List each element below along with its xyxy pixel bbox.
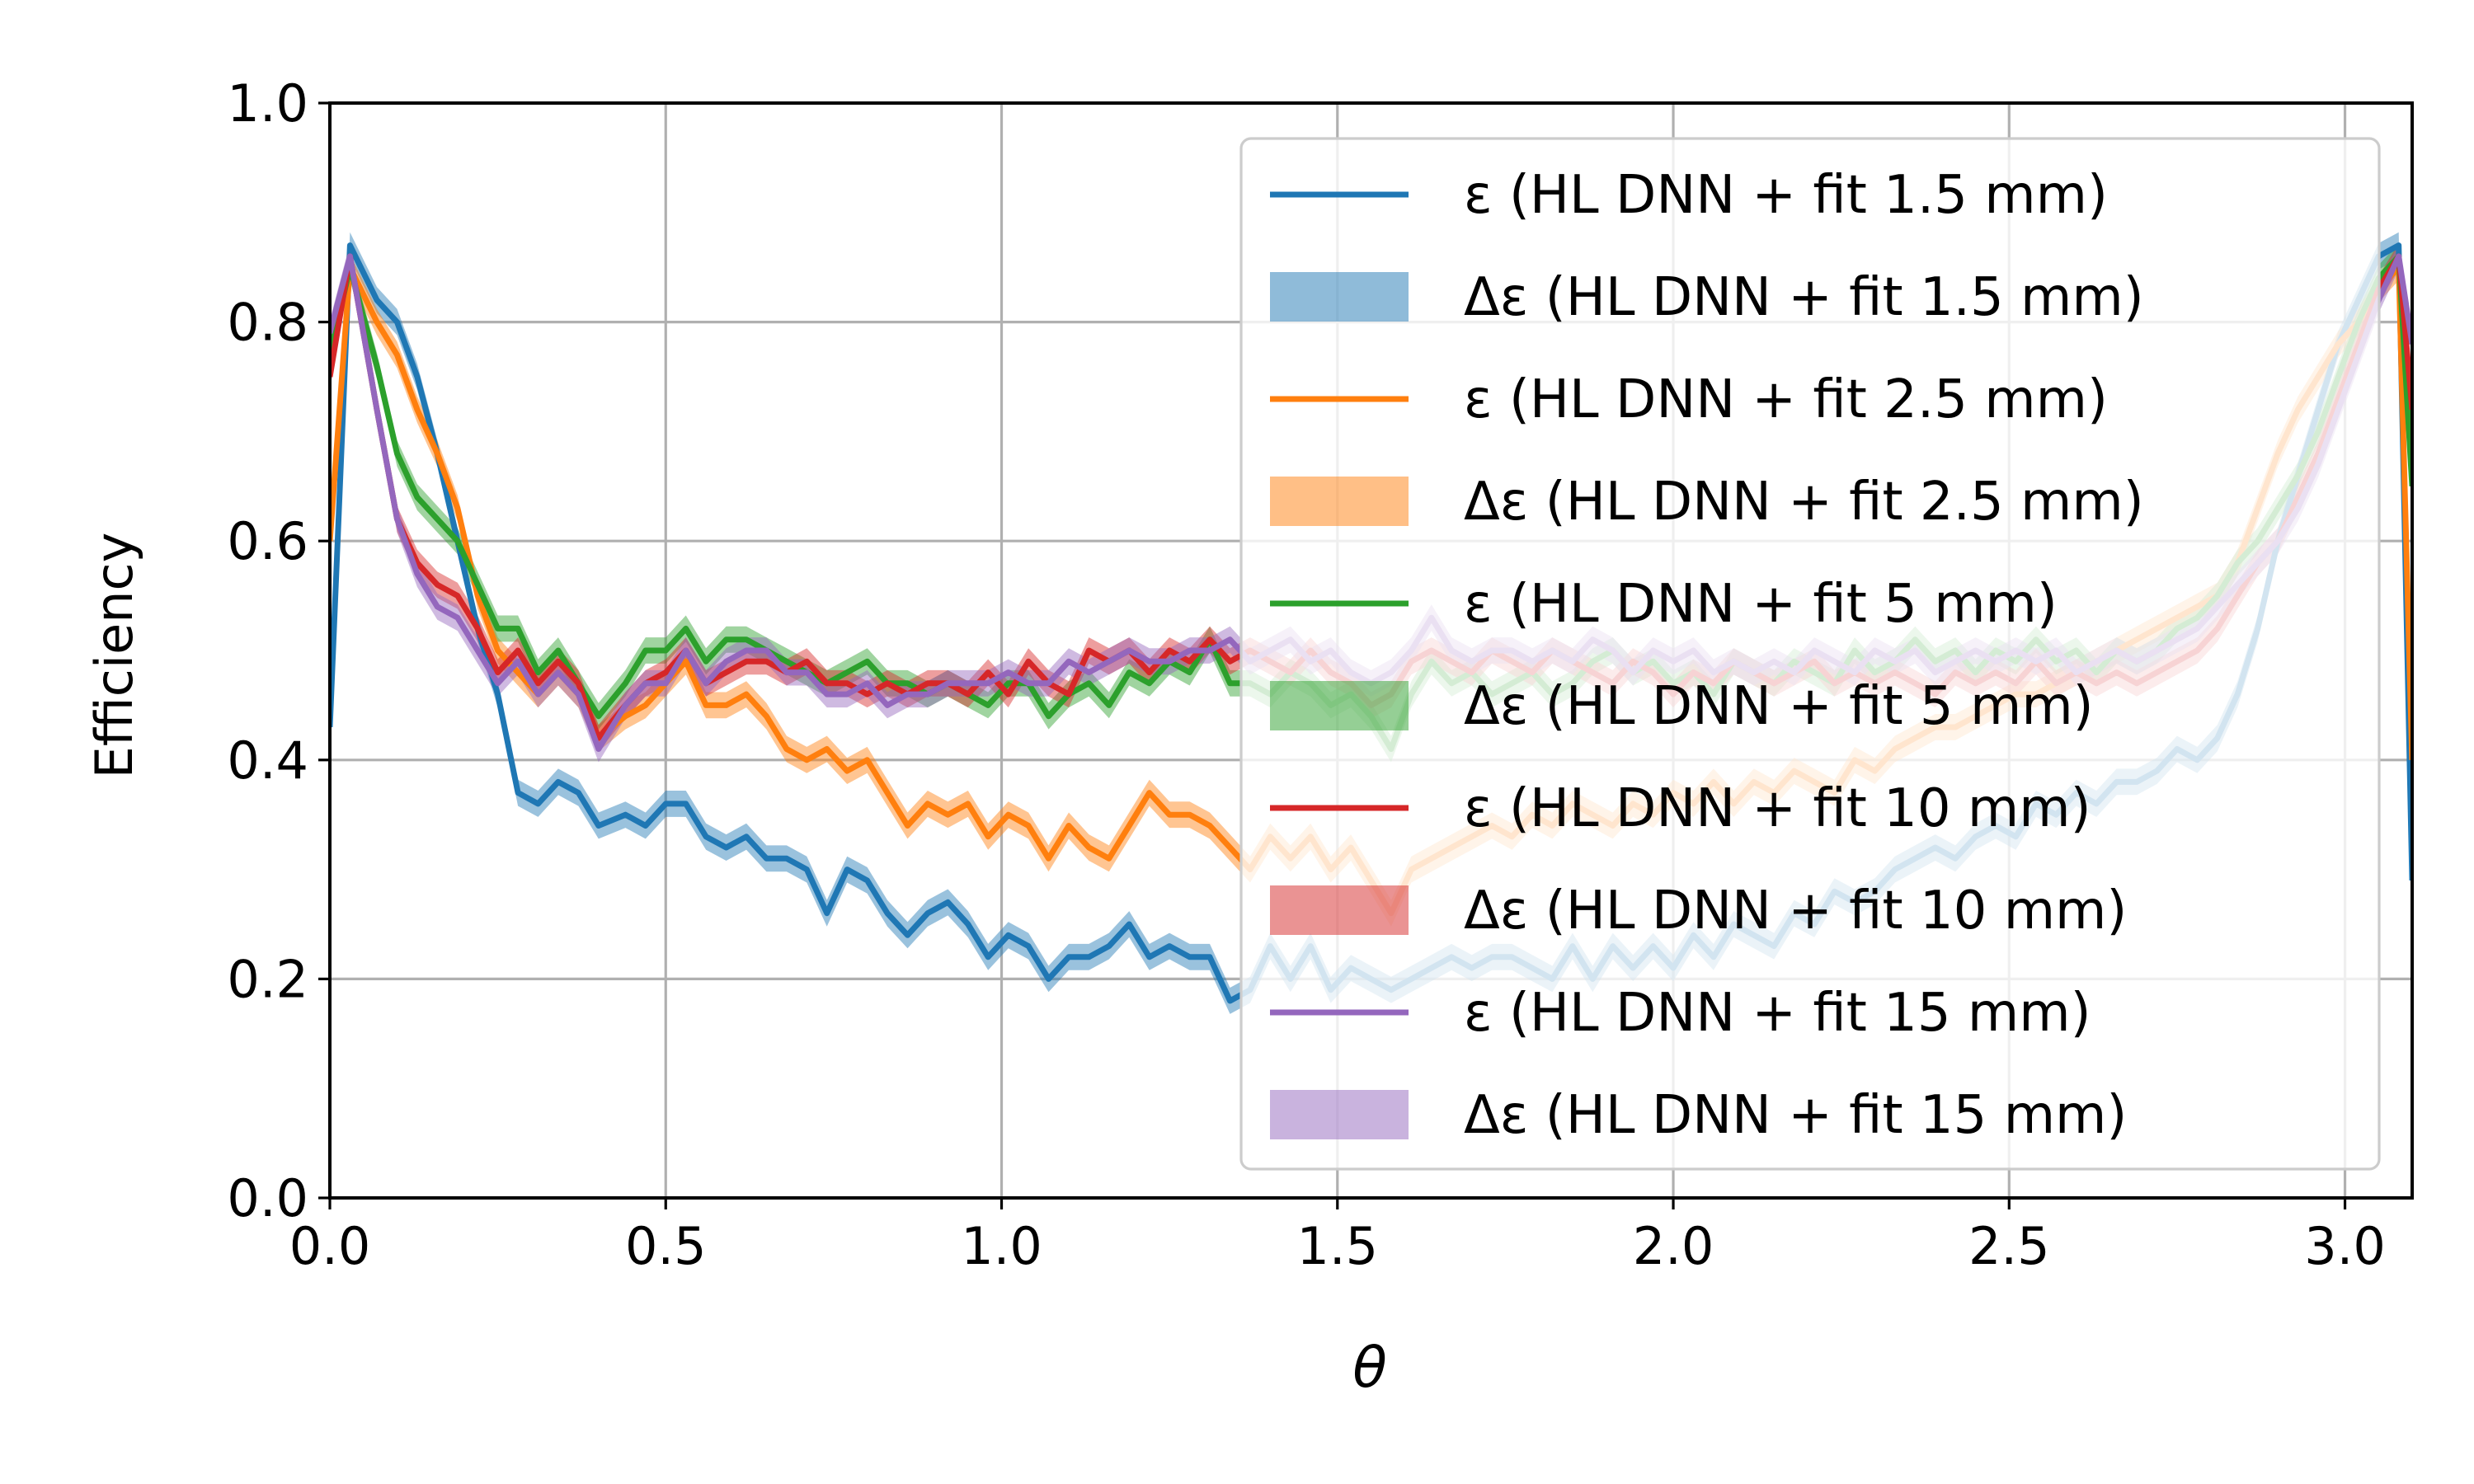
y-axis-label: Efficiency — [84, 533, 144, 779]
y-tick-label: 1.0 — [227, 73, 308, 134]
x-tick-label: 2.5 — [1968, 1216, 2050, 1276]
legend-label: Δε (HL DNN + fit 15 mm) — [1464, 1085, 2127, 1146]
x-tick-label: 1.5 — [1296, 1216, 1378, 1276]
legend-band-swatch — [1270, 885, 1409, 935]
legend-band-swatch — [1270, 681, 1409, 730]
x-tick-label: 3.0 — [2304, 1216, 2386, 1276]
legend-label: ε (HL DNN + fit 10 mm) — [1464, 778, 2091, 839]
x-tick-label: 1.0 — [961, 1216, 1042, 1276]
y-tick-label: 0.8 — [227, 293, 308, 353]
legend-band-swatch — [1270, 1090, 1409, 1139]
legend-label: ε (HL DNN + fit 15 mm) — [1464, 983, 2091, 1044]
legend-label: Δε (HL DNN + fit 1.5 mm) — [1464, 267, 2144, 328]
legend-label: ε (HL DNN + fit 1.5 mm) — [1464, 165, 2108, 226]
legend-label: ε (HL DNN + fit 5 mm) — [1464, 574, 2058, 635]
y-tick-label: 0.2 — [227, 949, 308, 1009]
x-tick-label: 0.5 — [625, 1216, 707, 1276]
legend-label: Δε (HL DNN + fit 5 mm) — [1464, 676, 2094, 737]
x-axis-label: θ — [1352, 1336, 1387, 1401]
legend-band-swatch — [1270, 477, 1409, 526]
legend-label: ε (HL DNN + fit 2.5 mm) — [1464, 369, 2108, 430]
legend-label: Δε (HL DNN + fit 10 mm) — [1464, 881, 2127, 942]
x-tick-label: 2.0 — [1633, 1216, 1714, 1276]
axes: 0.0 0.5 1.0 1.5 2.0 2.5 3.0 0.0 0.2 0.4 0.6 0.8 1.0 — [227, 73, 2414, 1276]
x-tick-label: 0.0 — [289, 1216, 371, 1276]
y-tick-label: 0.0 — [227, 1168, 308, 1228]
plot-frame — [328, 101, 2414, 1200]
y-tick-label: 0.4 — [227, 730, 308, 791]
legend: ε (HL DNN + fit 1.5 mm) Δε (HL DNN + fit … — [1239, 137, 2381, 1171]
y-tick-label: 0.6 — [227, 511, 308, 571]
legend-label: Δε (HL DNN + fit 2.5 mm) — [1464, 472, 2144, 533]
legend-band-swatch — [1270, 272, 1409, 322]
legend-box — [1239, 137, 2381, 1171]
